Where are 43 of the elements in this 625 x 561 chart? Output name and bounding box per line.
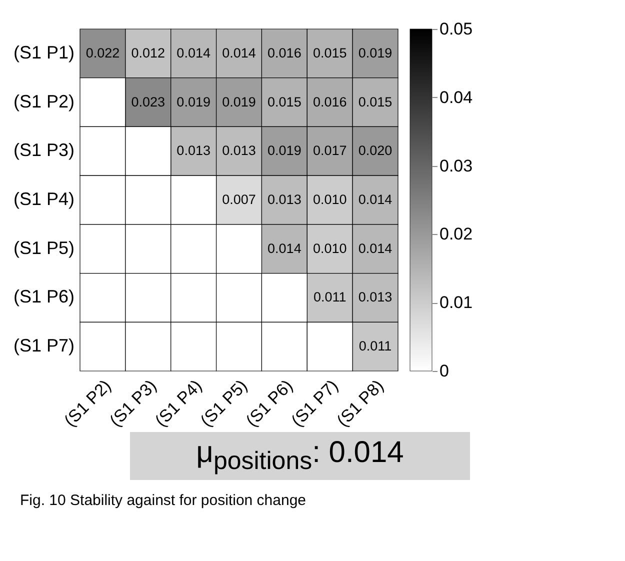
data-label: 0.010 [312, 240, 347, 256]
data-label: 0.014 [358, 192, 393, 207]
data-label: 0.014 [176, 45, 211, 60]
data-label: 0.019 [268, 143, 302, 158]
data-label: 0.023 [131, 94, 166, 110]
data-label: 0.013 [176, 143, 210, 158]
data-label: 0.013 [268, 192, 302, 207]
y-tick-label: (S1 P1) [13, 42, 74, 62]
data-label: 0.016 [312, 94, 347, 110]
color-bar-label: 0.01 [440, 293, 473, 312]
data-label: 0.013 [358, 290, 392, 305]
data-label: 0.016 [268, 45, 302, 60]
data-label: 0.019 [358, 45, 392, 60]
y-tick-label: (S1 P4) [13, 189, 74, 209]
data-label: 0.020 [358, 143, 392, 158]
data-label: 0.010 [312, 192, 347, 207]
data-label: 0.022 [86, 45, 120, 60]
y-tick-label: (S1 P6) [13, 286, 74, 307]
data-label: 0.014 [358, 240, 393, 256]
data-label: 0.017 [312, 143, 347, 158]
data-label: 0.014 [222, 45, 256, 60]
data-label: 0.015 [358, 94, 392, 110]
data-label: 0.011 [313, 290, 346, 305]
color-bar-label: 0 [440, 362, 449, 380]
data-label: 0.013 [222, 143, 256, 158]
y-tick-label: (S1 P7) [13, 336, 74, 356]
data-label: 0.019 [222, 94, 256, 110]
color-bar-label: 0.04 [440, 88, 473, 107]
data-label: 0.014 [268, 240, 302, 256]
color-bar-label: 0.02 [440, 224, 473, 244]
data-label: 0.019 [176, 94, 210, 110]
data-label: 0.007 [222, 192, 256, 207]
color-bar-label: 0.05 [440, 20, 473, 38]
y-tick-label: (S1 P5) [13, 238, 74, 258]
data-label: 0.011 [358, 338, 392, 354]
data-label: 0.015 [312, 45, 347, 60]
caption: Fig. 10 Stability against for position change [20, 492, 308, 509]
y-tick-label: (S1 P3) [13, 140, 74, 160]
data-label: 0.015 [268, 94, 302, 110]
color-bar-label: 0.03 [440, 156, 473, 176]
data-label: 0.012 [131, 45, 166, 60]
text: μ$_{positions}$: 0.014 [130, 432, 470, 480]
y-tick-label: (S1 P2) [13, 91, 74, 112]
